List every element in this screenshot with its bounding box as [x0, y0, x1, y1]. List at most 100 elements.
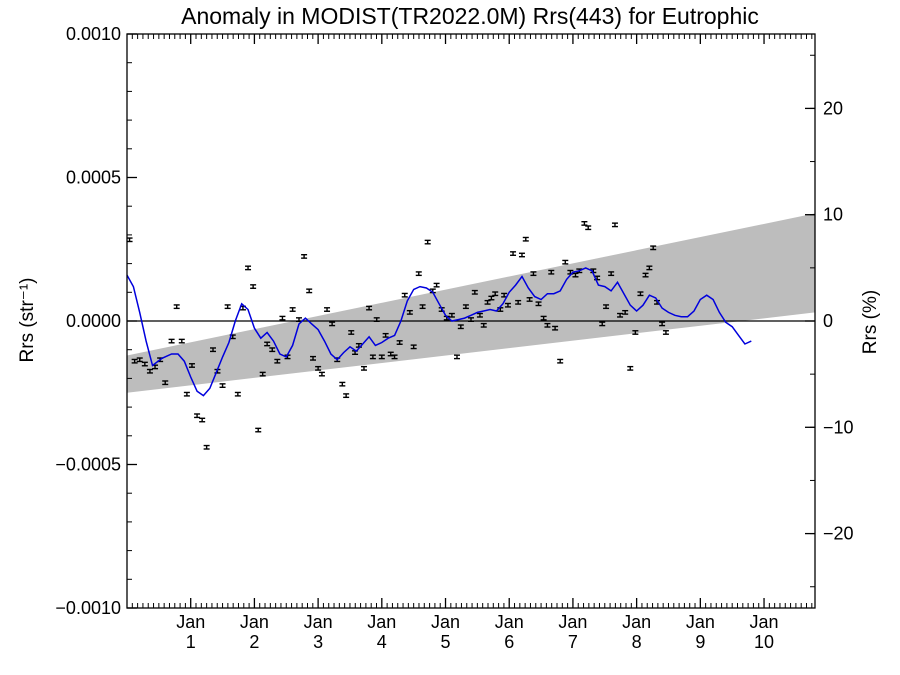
data-point [162, 380, 169, 386]
data-point [611, 222, 618, 228]
data-point [480, 322, 487, 328]
data-point [581, 220, 588, 226]
y-tick-label-right: 0 [823, 311, 833, 331]
y-axis-label-right: Rrs (%) [860, 290, 881, 354]
data-point [492, 291, 499, 297]
data-point [136, 357, 143, 363]
data-point [245, 265, 252, 271]
data-point [324, 307, 331, 312]
data-point [279, 315, 286, 321]
data-point [401, 292, 408, 298]
x-tick-label-year: 2 [249, 632, 259, 652]
data-point [382, 332, 389, 338]
data-point [173, 304, 180, 310]
data-point [219, 383, 226, 388]
data-point [468, 317, 474, 322]
x-tick-label-year: 4 [377, 632, 387, 652]
data-point [627, 365, 634, 371]
data-point [203, 444, 210, 450]
x-tick-label-month: Jan [240, 612, 269, 632]
y-tick-label-right: 20 [823, 98, 843, 118]
data-point [544, 322, 551, 328]
data-point [484, 299, 491, 305]
x-tick-label-month: Jan [622, 612, 651, 632]
smooth-line [126, 267, 752, 397]
data-point [255, 427, 262, 433]
data-point [199, 417, 206, 423]
x-tick-label-month: Jan [686, 612, 715, 632]
data-point [310, 355, 317, 361]
x-tick-label-year: 6 [504, 632, 514, 652]
data-point [488, 295, 495, 301]
data-point [608, 271, 615, 277]
x-tick-label-year: 5 [441, 632, 451, 652]
data-point [622, 309, 629, 315]
data-point [289, 307, 296, 312]
data-point [433, 282, 440, 288]
data-point [504, 302, 511, 308]
data-point [522, 236, 529, 242]
data-point [552, 325, 559, 331]
y-tick-label-left: 0.0000 [66, 311, 121, 331]
x-tick-label-month: Jan [304, 612, 333, 632]
data-point [650, 245, 657, 251]
x-tick-label-year: 9 [695, 632, 705, 652]
data-point [141, 361, 148, 367]
data-point [526, 297, 533, 302]
data-point [515, 299, 522, 305]
data-point [318, 371, 325, 377]
data-point [632, 330, 639, 335]
data-point [557, 358, 564, 364]
data-point [188, 363, 195, 368]
data-point [535, 301, 542, 307]
data-point [642, 272, 649, 278]
data-point [224, 304, 231, 310]
x-tick-label-month: Jan [495, 612, 524, 632]
data-point [585, 225, 592, 231]
y-tick-label-right: −10 [823, 417, 854, 437]
data-point [419, 304, 426, 310]
data-point [360, 365, 367, 371]
smooth-line-layer [126, 267, 752, 397]
data-point [131, 358, 138, 364]
data-point [659, 321, 666, 327]
data-point [369, 354, 376, 360]
data-point [348, 330, 355, 335]
data-point [410, 344, 417, 350]
data-point [572, 272, 579, 278]
x-tick-label-month: Jan [176, 612, 205, 632]
y-tick-label-left: −0.0010 [55, 598, 121, 618]
data-point [637, 291, 644, 297]
y-axis-label-left: Rrs (str⁻¹) [17, 278, 38, 363]
x-tick-label-year: 7 [568, 632, 578, 652]
data-point [178, 338, 185, 344]
x-tick-label-month: Jan [558, 612, 587, 632]
data-point [301, 254, 308, 259]
axes-layer: 0.0010 0.0005 0.0000 −0.0005 −0.0010 20 10 0 −10… [55, 24, 853, 652]
x-tick-label-month: Jan [431, 612, 460, 632]
data-point [183, 391, 190, 397]
data-point [373, 317, 380, 322]
x-tick-label-year: 10 [754, 632, 774, 652]
data-point [662, 330, 669, 335]
data-point [146, 368, 153, 374]
data-point [457, 324, 464, 330]
data-point [548, 269, 555, 275]
data-point [210, 347, 216, 353]
data-point [406, 309, 413, 315]
data-point [315, 365, 322, 371]
y-tick-label-left: −0.0005 [55, 455, 121, 475]
data-point [264, 341, 271, 347]
data-point [462, 304, 469, 310]
data-point [603, 304, 610, 310]
data-point [599, 321, 606, 327]
data-point [476, 312, 483, 318]
data-point [518, 252, 525, 258]
data-point [329, 321, 336, 327]
chart-title: Anomaly in MODIST(TR2022.0M) Rrs(443) fo… [181, 3, 759, 29]
data-point [471, 289, 478, 295]
data-point [168, 338, 175, 344]
data-point [646, 265, 653, 271]
y-tick-label-right: 10 [823, 205, 843, 225]
